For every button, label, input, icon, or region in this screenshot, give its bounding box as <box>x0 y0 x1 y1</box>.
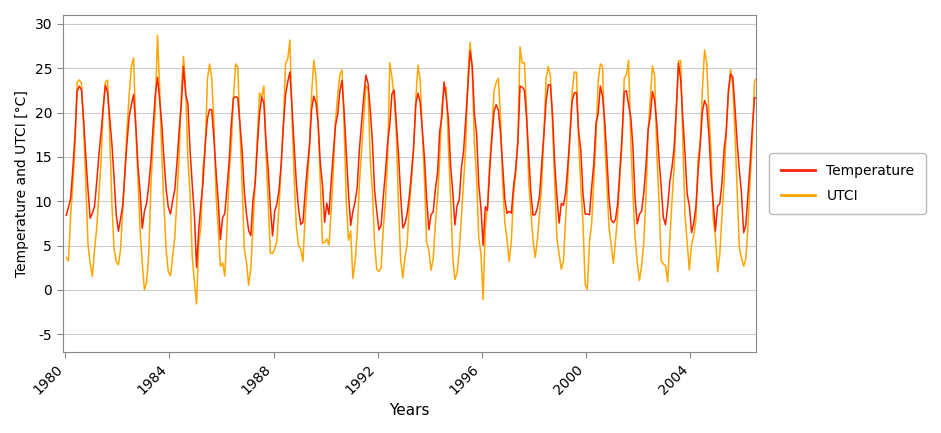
Temperature <box>251 143 263 148</box>
Temperature <box>723 87 734 92</box>
Temperature <box>163 205 174 210</box>
Y-axis label: Temperature and UTCI [°C]: Temperature and UTCI [°C] <box>15 90 29 277</box>
Temperature <box>660 222 671 227</box>
UTCI <box>165 273 176 278</box>
UTCI <box>538 131 550 136</box>
Temperature <box>762 216 774 221</box>
UTCI <box>590 135 601 140</box>
Line: Temperature: Temperature <box>66 51 768 267</box>
Temperature <box>538 132 550 137</box>
UTCI <box>60 255 72 260</box>
UTCI <box>723 91 734 97</box>
Temperature <box>590 120 601 126</box>
X-axis label: Years: Years <box>389 403 429 418</box>
UTCI <box>152 33 163 38</box>
UTCI <box>660 262 671 268</box>
UTCI <box>254 90 265 96</box>
Temperature <box>60 213 72 218</box>
Temperature <box>465 48 476 53</box>
Temperature <box>191 265 202 270</box>
Legend: Temperature, UTCI: Temperature, UTCI <box>770 153 926 214</box>
Line: UTCI: UTCI <box>66 36 768 304</box>
UTCI <box>191 301 202 307</box>
UTCI <box>762 271 774 276</box>
